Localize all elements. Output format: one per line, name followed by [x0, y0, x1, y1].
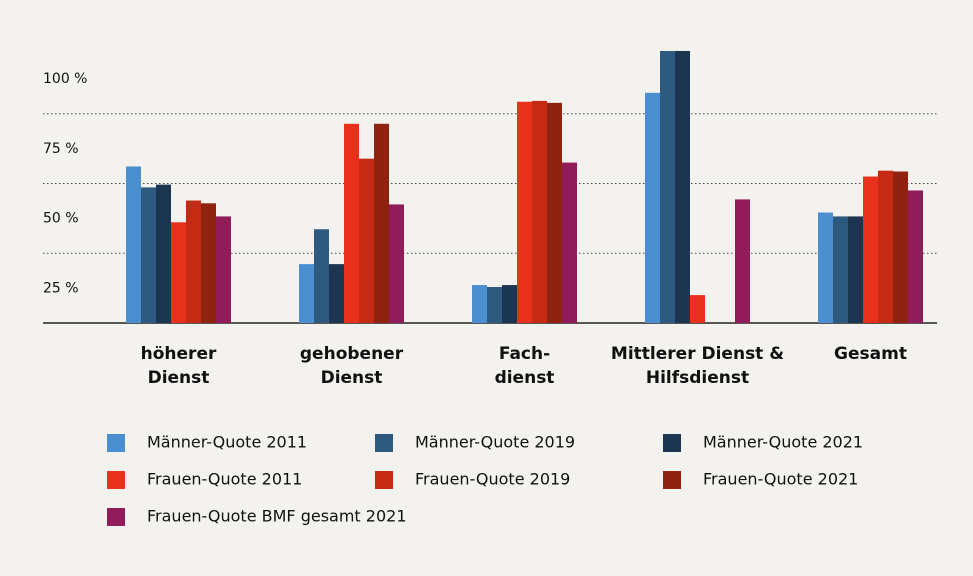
- x-tick-label: höherer: [141, 344, 217, 364]
- bar: [645, 92, 660, 323]
- legend-swatch: [107, 508, 125, 526]
- bar: [389, 204, 404, 323]
- bar: [660, 50, 675, 323]
- bar: [472, 285, 487, 323]
- x-tick-label: Mittlerer Dienst &: [611, 344, 784, 364]
- bar: [675, 50, 690, 323]
- bar: [374, 123, 389, 323]
- bar: [329, 264, 344, 323]
- x-tick-label: Hilfsdienst: [646, 368, 749, 388]
- bar: [216, 216, 231, 323]
- bar: [314, 229, 329, 323]
- y-tick-label: 25 %: [43, 280, 79, 296]
- bar: [299, 264, 314, 323]
- x-tick-label: Dienst: [148, 368, 210, 388]
- bar: [171, 222, 186, 323]
- legend-swatch: [375, 471, 393, 489]
- bar: [818, 212, 833, 323]
- x-tick-label: Fach-: [499, 344, 550, 364]
- y-tick-label: 50 %: [43, 211, 79, 227]
- x-tick-label: dienst: [495, 368, 555, 388]
- bar: [186, 200, 201, 323]
- bar: [848, 216, 863, 323]
- legend-label: Männer-Quote 2019: [415, 433, 575, 452]
- legend-swatch: [107, 471, 125, 489]
- legend-label: Frauen-Quote BMF gesamt 2021: [147, 507, 407, 526]
- legend-label: Männer-Quote 2011: [147, 433, 307, 452]
- bar: [532, 100, 547, 323]
- bar: [156, 184, 171, 323]
- bar: [487, 287, 502, 323]
- bar: [562, 162, 577, 323]
- bar: [908, 190, 923, 323]
- bar: [690, 295, 705, 323]
- bar: [126, 166, 141, 323]
- legend-swatch: [375, 434, 393, 452]
- bar: [201, 203, 216, 323]
- bar: [863, 176, 878, 323]
- bar: [359, 158, 374, 323]
- legend-label: Männer-Quote 2021: [703, 433, 863, 452]
- bar: [833, 216, 848, 323]
- x-tick-label: Gesamt: [834, 344, 907, 364]
- bar: [141, 187, 156, 323]
- x-tick-label: gehobener: [300, 344, 404, 364]
- legend-label: Frauen-Quote 2021: [703, 470, 858, 489]
- legend-label: Frauen-Quote 2011: [147, 470, 302, 489]
- legend-swatch: [663, 471, 681, 489]
- legend-swatch: [663, 434, 681, 452]
- bar: [517, 101, 532, 324]
- legend-label: Frauen-Quote 2019: [415, 470, 570, 489]
- y-tick-label: 100 %: [43, 71, 87, 87]
- bar: [502, 285, 517, 323]
- bar: [344, 123, 359, 323]
- y-tick-label: 75 %: [43, 141, 79, 157]
- bar: [547, 102, 562, 323]
- legend-swatch: [107, 434, 125, 452]
- bar: [735, 199, 750, 323]
- x-tick-label: Dienst: [321, 368, 383, 388]
- bar: [893, 171, 908, 323]
- bar: [878, 170, 893, 323]
